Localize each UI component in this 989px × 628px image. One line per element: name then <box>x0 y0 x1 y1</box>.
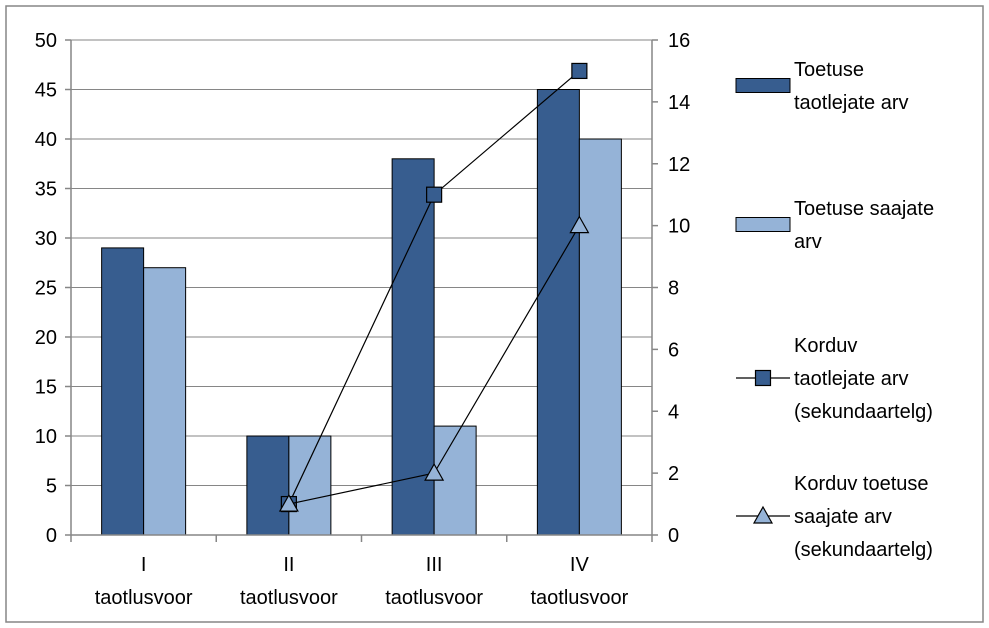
y-tick-label-4: 20 <box>35 327 57 349</box>
legend-label-3-1: saajate arv <box>794 506 892 528</box>
x-tick-label-1-0: II <box>283 554 294 576</box>
legend-label-3-0: Korduv toetuse <box>794 473 929 495</box>
legend-marker-3 <box>752 505 774 524</box>
bar-s0-c3 <box>536 89 580 536</box>
legend-label-2-2: (sekundaartelg) <box>794 401 933 423</box>
y-tick-label-6: 30 <box>35 228 57 250</box>
line-series <box>278 62 590 513</box>
y-tick-label-3: 15 <box>35 377 57 399</box>
y-tick-label-2: 10 <box>35 426 57 448</box>
bar-s0-c0 <box>101 247 145 536</box>
legend: Toetuse taotlejate arv Toetuse saajate arv K… <box>735 59 934 561</box>
y-tick-label-9: 45 <box>35 80 57 102</box>
y2-tick-label-1: 2 <box>668 463 679 485</box>
x-tick-label-2-0: III <box>426 554 443 576</box>
legend-label-0-0: Toetuse <box>794 59 864 81</box>
y2-tick-label-4: 8 <box>668 278 679 300</box>
legend-label-1-0: Toetuse saajate <box>794 198 934 220</box>
y2-tick-label-5: 10 <box>668 216 690 238</box>
tick-labels: 0 5 10 15 20 25 30 35 40 45 50 0 2 4 6 8 10 12 14 16 Itaotlu… <box>35 30 691 609</box>
point-s1-c3 <box>569 215 590 234</box>
y2-tick-label-2: 4 <box>668 401 679 423</box>
legend-label-2-0: Korduv <box>794 335 857 357</box>
y-tick-label-10: 50 <box>35 30 57 52</box>
bar-s1-c1 <box>288 435 332 536</box>
x-tick-label-0-0: I <box>141 554 147 576</box>
point-s1-c2 <box>424 462 445 481</box>
y2-tick-label-0: 0 <box>668 525 679 547</box>
point-s1-c1 <box>278 493 299 512</box>
x-tick-label-1-1: taotlusvoor <box>240 587 338 609</box>
y2-tick-label-7: 14 <box>668 92 690 114</box>
bar-s0-c2 <box>391 158 435 536</box>
bar-s1-c3 <box>578 138 622 536</box>
axes <box>65 39 658 542</box>
y-tick-label-7: 35 <box>35 179 57 201</box>
y2-tick-label-8: 16 <box>668 30 690 52</box>
y2-tick-label-3: 6 <box>668 339 679 361</box>
legend-label-3-2: (sekundaartelg) <box>794 539 933 561</box>
y2-tick-label-6: 12 <box>668 154 690 176</box>
x-tick-label-2-1: taotlusvoor <box>385 587 483 609</box>
legend-swatch-0 <box>735 78 791 93</box>
legend-label-2-1: taotlejate arv <box>794 368 909 390</box>
y-tick-label-0: 0 <box>46 525 57 547</box>
x-tick-label-3-0: IV <box>570 554 590 576</box>
x-tick-label-0-1: taotlusvoor <box>95 587 193 609</box>
legend-swatch-1 <box>735 217 791 232</box>
legend-marker-2 <box>754 369 772 387</box>
bar-s1-c0 <box>143 267 187 536</box>
y-tick-label-1: 5 <box>46 476 57 498</box>
point-s0-c2 <box>426 186 443 203</box>
bar-s0-c1 <box>246 435 290 536</box>
y-tick-label-8: 40 <box>35 129 57 151</box>
x-tick-label-3-1: taotlusvoor <box>530 587 628 609</box>
point-s0-c3 <box>571 62 588 80</box>
y-tick-label-5: 25 <box>35 278 57 300</box>
legend-label-1-1: arv <box>794 231 822 253</box>
legend-label-0-1: taotlejate arv <box>794 92 909 114</box>
